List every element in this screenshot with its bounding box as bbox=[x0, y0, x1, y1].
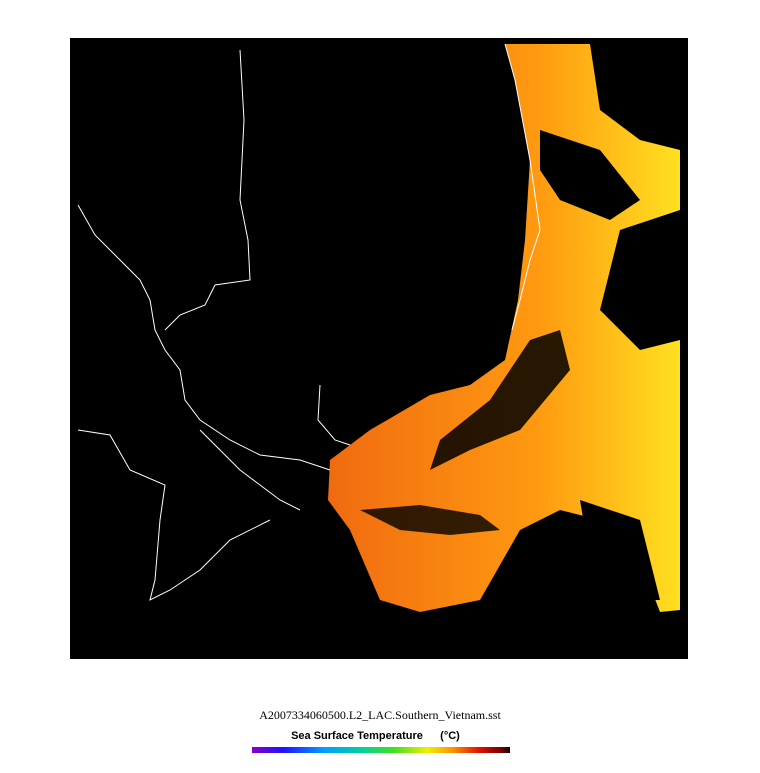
colorbar bbox=[252, 747, 510, 753]
coastlines bbox=[77, 43, 541, 601]
colorbar-unit: (°C) bbox=[440, 730, 460, 742]
colorbar-title: Sea Surface Temperature bbox=[291, 730, 423, 742]
file-name: A2007334060500.L2_LAC.Southern_Vietnam.s… bbox=[259, 708, 501, 722]
sst-field bbox=[328, 44, 680, 612]
